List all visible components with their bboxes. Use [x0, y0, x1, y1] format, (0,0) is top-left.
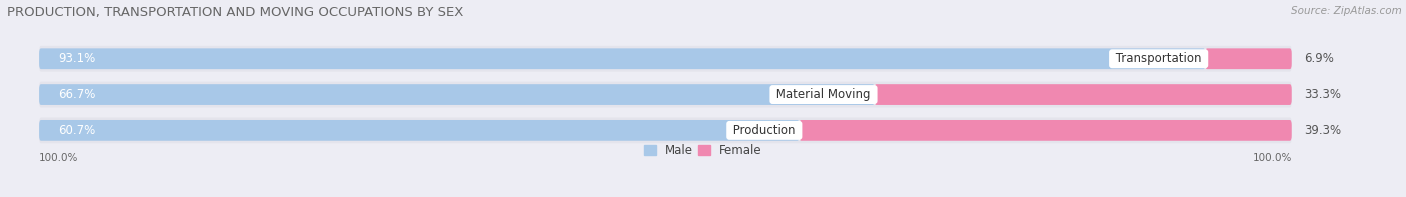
Text: 39.3%: 39.3%	[1305, 124, 1341, 137]
FancyBboxPatch shape	[1205, 48, 1292, 69]
Text: Production: Production	[730, 124, 800, 137]
Text: Transportation: Transportation	[1112, 52, 1205, 65]
FancyBboxPatch shape	[39, 46, 1292, 72]
FancyBboxPatch shape	[39, 120, 800, 141]
Text: 33.3%: 33.3%	[1305, 88, 1341, 101]
FancyBboxPatch shape	[39, 84, 875, 105]
FancyBboxPatch shape	[39, 48, 1205, 69]
Text: 66.7%: 66.7%	[58, 88, 96, 101]
FancyBboxPatch shape	[800, 120, 1292, 141]
Text: 60.7%: 60.7%	[58, 124, 96, 137]
FancyBboxPatch shape	[39, 117, 1292, 143]
FancyBboxPatch shape	[39, 82, 1292, 107]
FancyBboxPatch shape	[875, 84, 1292, 105]
Text: 6.9%: 6.9%	[1305, 52, 1334, 65]
Text: PRODUCTION, TRANSPORTATION AND MOVING OCCUPATIONS BY SEX: PRODUCTION, TRANSPORTATION AND MOVING OC…	[7, 6, 464, 19]
Text: Material Moving: Material Moving	[772, 88, 875, 101]
Text: 100.0%: 100.0%	[1253, 153, 1292, 163]
Text: 93.1%: 93.1%	[58, 52, 96, 65]
Text: 100.0%: 100.0%	[39, 153, 79, 163]
Text: Source: ZipAtlas.com: Source: ZipAtlas.com	[1291, 6, 1402, 16]
Legend: Male, Female: Male, Female	[644, 144, 762, 157]
